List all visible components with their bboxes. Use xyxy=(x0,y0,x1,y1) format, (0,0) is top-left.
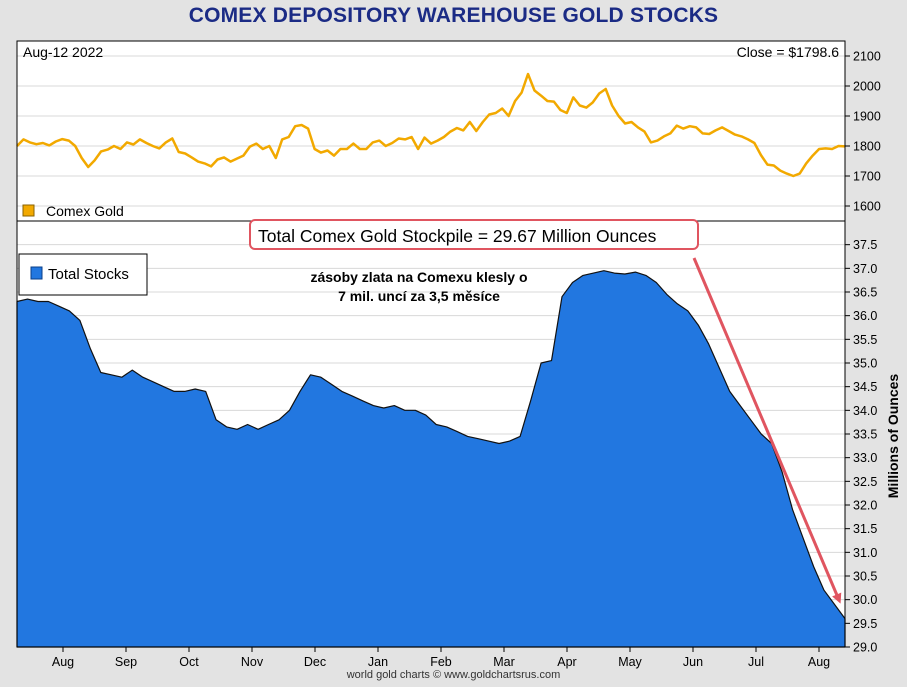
x-axis: Aug Sep Oct Nov Dec Jan Feb Mar Apr May Jun Jul Aug xyxy=(52,647,830,669)
stocks-y-tick-label: 37.5 xyxy=(853,238,877,252)
stocks-y-tick-label: 29.5 xyxy=(853,617,877,631)
stocks-y-tick-label: 34.5 xyxy=(853,380,877,394)
price-y-tick-label: 1600 xyxy=(853,200,881,214)
stocks-y-tick-label: 30.0 xyxy=(853,593,877,607)
stockpile-annotation: Total Comex Gold Stockpile = 29.67 Milli… xyxy=(249,219,699,250)
stocks-y-axis-label: Millions of Ounces xyxy=(885,374,901,499)
stockpile-annotation-text: Total Comex Gold Stockpile = 29.67 Milli… xyxy=(258,226,657,246)
x-tick-label: Jun xyxy=(683,655,703,669)
price-y-axis: 1600 1700 1800 1900 2000 2100 xyxy=(845,50,881,214)
stocks-y-tick-label: 32.0 xyxy=(853,499,877,513)
x-tick-label: Aug xyxy=(52,655,74,669)
price-y-tick-label: 1800 xyxy=(853,140,881,154)
total-stocks-legend: Total Stocks xyxy=(18,253,148,296)
stocks-y-tick-label: 37.0 xyxy=(853,262,877,276)
comex-gold-line xyxy=(16,72,846,178)
x-tick-label: Mar xyxy=(493,655,515,669)
stocks-y-tick-label: 30.5 xyxy=(853,570,877,584)
price-y-tick-label: 1900 xyxy=(853,110,881,124)
x-tick-label: Jan xyxy=(368,655,388,669)
x-tick-label: Nov xyxy=(241,655,264,669)
stocks-y-tick-label: 36.0 xyxy=(853,309,877,323)
x-tick-label: Dec xyxy=(304,655,326,669)
x-tick-label: Sep xyxy=(115,655,137,669)
stocks-y-tick-label: 32.5 xyxy=(853,475,877,489)
stocks-y-tick-label: 34.0 xyxy=(853,404,877,418)
total-stocks-legend-swatch xyxy=(30,266,43,280)
note-line-2: 7 mil. uncí za 3,5 měsíce xyxy=(338,288,500,304)
stocks-y-tick-label: 31.5 xyxy=(853,522,877,536)
stocks-y-tick-label: 29.0 xyxy=(853,641,877,655)
total-stocks-area xyxy=(16,270,846,648)
stocks-y-tick-label: 33.5 xyxy=(853,428,877,442)
price-y-tick-label: 2000 xyxy=(853,80,881,94)
stockpile-annotation-box xyxy=(249,219,699,250)
total-stocks-legend-label: Total Stocks xyxy=(48,266,129,283)
x-tick-label: Feb xyxy=(430,655,452,669)
price-y-tick-label: 2100 xyxy=(853,50,881,64)
x-tick-label: Apr xyxy=(557,655,576,669)
price-date-label: Aug-12 2022 xyxy=(23,44,103,60)
price-y-tick-label: 1700 xyxy=(853,170,881,184)
x-tick-label: Oct xyxy=(179,655,199,669)
stocks-y-tick-label: 36.5 xyxy=(853,286,877,300)
x-tick-label: Aug xyxy=(808,655,830,669)
stocks-y-axis: 29.0 29.5 30.0 30.5 31.0 31.5 32.0 32.5 33.0 33.5… xyxy=(845,238,877,655)
decline-arrow xyxy=(692,257,842,604)
note-line-1: zásoby zlata na Comexu klesly o xyxy=(310,269,527,285)
chart-title: COMEX DEPOSITORY WAREHOUSE GOLD STOCKS xyxy=(188,4,719,27)
x-tick-label: May xyxy=(618,655,642,669)
stocks-y-tick-label: 35.5 xyxy=(853,333,877,347)
comex-gold-legend-label: Comex Gold xyxy=(46,203,124,219)
price-close-label: Close = $1798.6 xyxy=(737,44,840,60)
x-tick-label: Jul xyxy=(748,655,764,669)
chart-credit: world gold charts © www.goldchartsrus.co… xyxy=(346,669,561,681)
price-panel-background xyxy=(17,41,845,221)
stocks-y-tick-label: 35.0 xyxy=(853,357,877,371)
stocks-y-tick-label: 33.0 xyxy=(853,451,877,465)
price-gridlines xyxy=(17,55,845,207)
stocks-y-tick-label: 31.0 xyxy=(853,546,877,560)
comex-gold-legend-swatch xyxy=(22,204,35,217)
